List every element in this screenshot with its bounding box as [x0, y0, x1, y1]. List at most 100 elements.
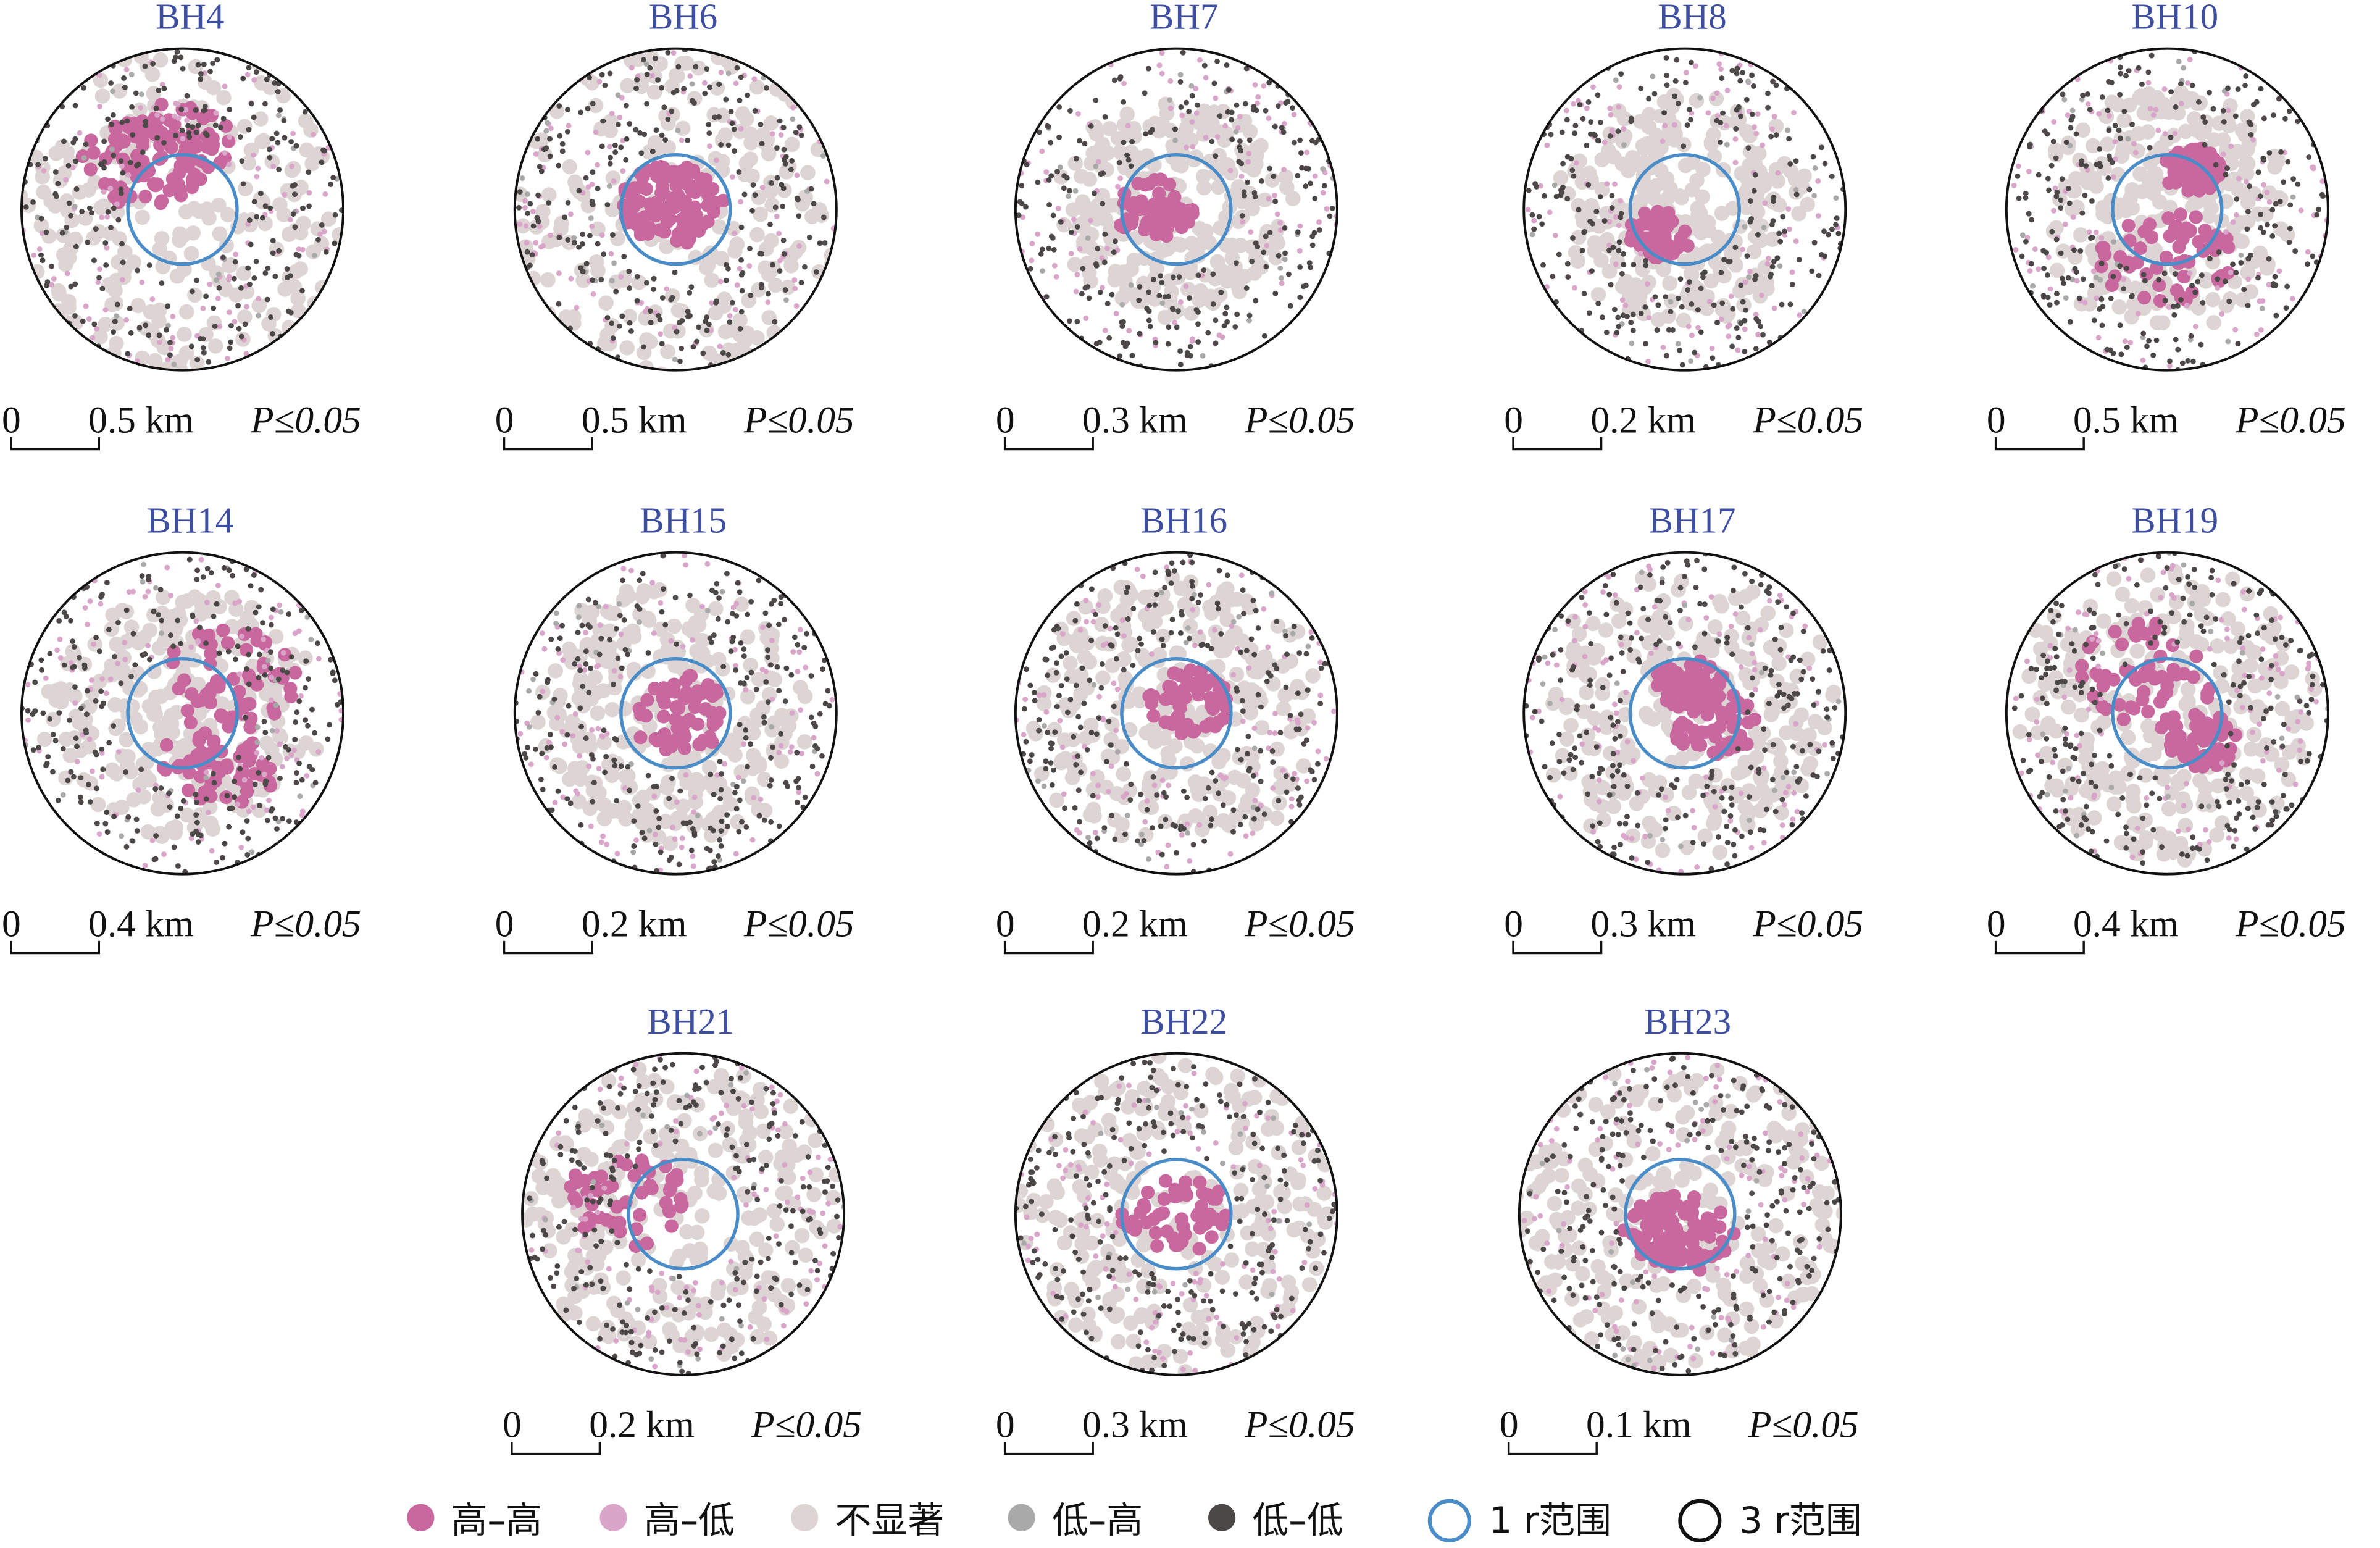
- point-low-low: [319, 159, 325, 165]
- point-low-low: [1588, 119, 1594, 125]
- point-low-low: [1058, 219, 1064, 225]
- point-low-low: [124, 118, 130, 124]
- point-low-low: [777, 268, 783, 274]
- point-low-low: [2245, 303, 2251, 309]
- point-high-high: [1624, 233, 1638, 248]
- point-low-low: [292, 191, 298, 198]
- point-low-low: [1740, 299, 1746, 305]
- point-low-low: [1611, 306, 1618, 312]
- point-low-low: [2142, 278, 2148, 284]
- point-high-low: [560, 794, 566, 800]
- point-low-low: [45, 754, 51, 759]
- point-low-high: [575, 614, 582, 621]
- point-not-significant: [585, 783, 601, 798]
- point-low-low: [1162, 294, 1168, 300]
- point-high-low: [161, 851, 167, 857]
- point-low-low: [101, 159, 107, 165]
- point-high-low: [717, 343, 723, 349]
- point-not-significant: [749, 79, 765, 95]
- point-low-low: [248, 241, 254, 248]
- point-low-low: [723, 277, 729, 283]
- point-low-low: [2202, 141, 2208, 148]
- point-not-significant: [751, 758, 767, 774]
- point-not-significant: [762, 183, 778, 199]
- point-not-significant: [2205, 291, 2221, 308]
- point-high-high: [185, 687, 199, 701]
- point-high-low: [1055, 206, 1061, 211]
- point-low-low: [1242, 193, 1248, 199]
- point-not-significant: [2155, 315, 2171, 330]
- point-low-low: [2295, 181, 2301, 187]
- point-low-low: [2245, 209, 2251, 214]
- cluster-points: [21, 552, 344, 874]
- point-low-low: [327, 656, 333, 663]
- point-low-low: [207, 69, 213, 75]
- point-low-low: [576, 188, 582, 194]
- point-low-high: [2225, 338, 2231, 345]
- point-not-significant: [740, 325, 755, 341]
- point-high-high: [167, 645, 181, 659]
- point-high-low: [658, 867, 664, 873]
- point-low-high: [1200, 353, 1206, 359]
- point-not-significant: [126, 254, 141, 270]
- point-low-low: [1079, 291, 1085, 297]
- point-low-low: [2066, 200, 2073, 206]
- point-high-low: [255, 165, 261, 172]
- point-low-low: [738, 224, 745, 230]
- point-high-high: [705, 735, 719, 750]
- point-not-significant: [237, 309, 253, 325]
- point-low-low: [808, 186, 814, 192]
- point-high-low: [1732, 136, 1739, 142]
- point-low-low: [748, 598, 754, 605]
- point-low-low: [1630, 327, 1636, 333]
- point-low-high: [596, 603, 602, 609]
- point-low-low: [737, 589, 743, 595]
- point-low-high: [138, 91, 144, 98]
- point-not-significant: [1650, 144, 1666, 160]
- point-low-low: [2281, 179, 2287, 185]
- point-low-low: [765, 647, 770, 653]
- point-high-high: [641, 227, 655, 241]
- point-low-low: [1253, 298, 1259, 304]
- point-low-low: [98, 594, 104, 600]
- point-low-low: [2073, 131, 2079, 137]
- point-low-low: [1187, 353, 1193, 359]
- point-high-high: [182, 783, 196, 797]
- point-low-low: [1664, 82, 1670, 88]
- point-low-low: [1540, 262, 1546, 268]
- point-low-low: [2059, 275, 2065, 282]
- point-low-low: [83, 141, 89, 148]
- point-low-low: [1585, 182, 1592, 188]
- point-low-low: [774, 664, 780, 670]
- point-low-low: [791, 634, 798, 640]
- point-high-low: [1324, 206, 1330, 212]
- point-low-low: [153, 105, 159, 111]
- point-high-high: [172, 682, 186, 696]
- point-low-low: [798, 132, 804, 138]
- point-low-low: [547, 153, 553, 159]
- point-high-low: [170, 335, 176, 341]
- point-not-significant: [616, 636, 632, 651]
- point-high-high: [256, 757, 270, 771]
- scale-zero: 0: [1987, 399, 2006, 441]
- point-high-low: [1662, 123, 1668, 129]
- point-low-low: [263, 778, 269, 784]
- point-low-low: [659, 295, 666, 301]
- point-low-low: [647, 65, 653, 71]
- point-high-low: [1724, 88, 1731, 93]
- point-low-low: [1119, 324, 1125, 329]
- point-high-low: [1616, 104, 1622, 110]
- point-low-low: [281, 118, 287, 123]
- point-low-high: [254, 739, 260, 745]
- point-not-significant: [1641, 107, 1657, 122]
- point-low-low: [743, 727, 749, 733]
- point-high-low: [142, 593, 148, 600]
- point-high-high: [694, 180, 708, 195]
- point-low-low: [1051, 246, 1057, 253]
- point-low-low: [2173, 271, 2179, 277]
- point-high-high: [2173, 207, 2187, 222]
- point-low-low: [140, 149, 146, 156]
- point-low-low: [706, 321, 712, 327]
- point-not-significant: [220, 207, 236, 223]
- point-low-low: [1176, 274, 1182, 280]
